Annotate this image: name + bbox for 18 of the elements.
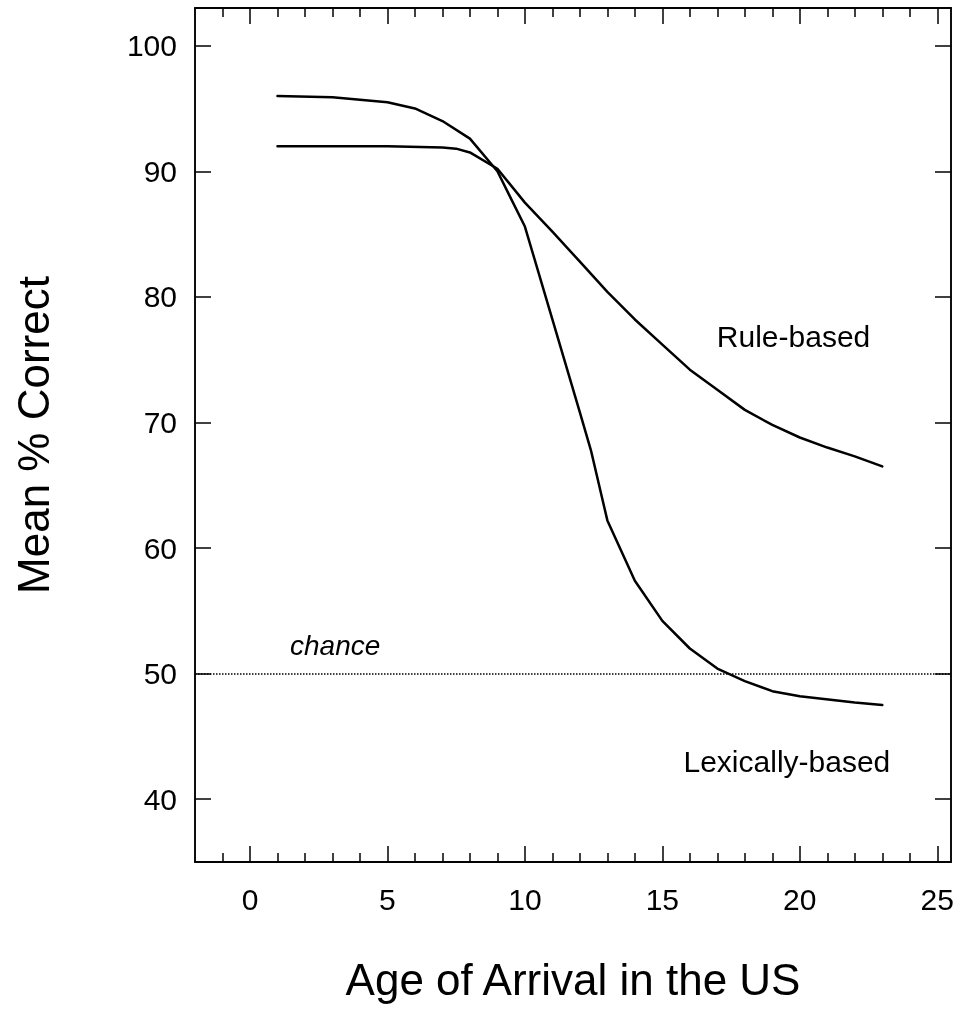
series-label: Rule-based — [716, 319, 871, 353]
y-tick-label: 80 — [143, 280, 177, 314]
x-tick-label: 20 — [783, 882, 817, 916]
series-label: Lexically-based — [683, 744, 891, 778]
ref-line-label: chance — [290, 630, 381, 662]
x-axis-title: Age of Arrival in the US — [345, 954, 801, 1004]
y-tick-label: 60 — [143, 531, 177, 565]
x-tick-label: 15 — [645, 882, 680, 916]
x-tick-label: 25 — [920, 882, 954, 916]
x-tick-label: 10 — [508, 882, 542, 916]
x-tick-label: 0 — [241, 882, 259, 916]
y-axis-title: Mean % Correct — [8, 276, 58, 594]
y-tick-label: 100 — [126, 29, 177, 63]
y-tick-label: 50 — [143, 657, 177, 691]
x-tick-label: 5 — [379, 882, 396, 916]
y-tick-label: 90 — [143, 154, 177, 188]
y-tick-label: 40 — [143, 782, 177, 816]
y-tick-label: 70 — [143, 405, 177, 439]
